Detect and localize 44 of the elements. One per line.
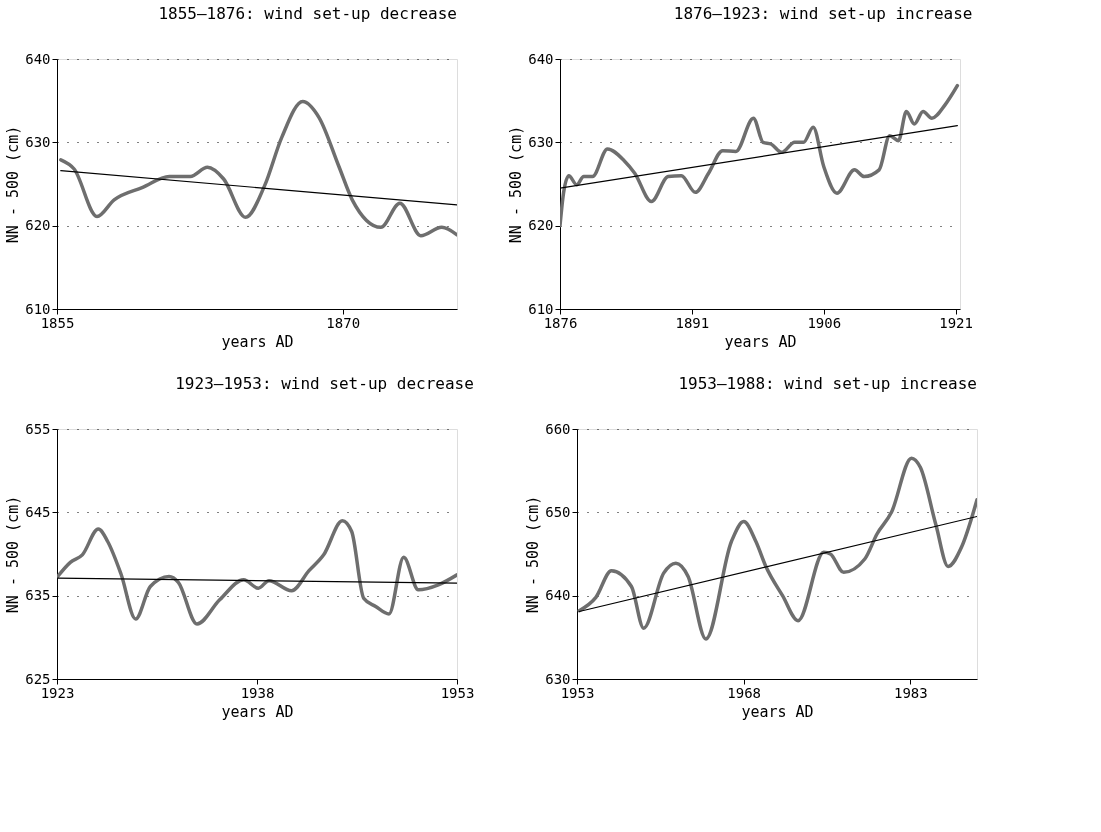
x-axis-title: years AD [221,702,294,721]
y-axis-title: NN - 500 (cm) [524,495,543,614]
chart-title: 1953–1988: wind set-up increase [678,374,977,393]
x-tick-label: 1921 [939,314,973,331]
y-tick-label: 630 [25,133,51,150]
x-tick-label: 1876 [543,314,578,331]
line-series [560,83,960,228]
x-tick-label: 1938 [240,684,275,701]
y-tick-label: 640 [528,50,554,67]
x-tick-label: 1968 [727,684,762,701]
x-axis-title: years AD [741,702,814,721]
y-axis-title: NN - 500 (cm) [4,125,23,244]
y-tick-label: 610 [25,300,51,317]
chart-title: 1876–1923: wind set-up increase [673,4,973,23]
y-tick-label: 620 [25,217,51,234]
x-tick-label: 1983 [893,684,928,701]
x-tick-label: 1906 [807,314,842,331]
x-tick-label: 1953 [440,684,475,701]
y-tick-label: 650 [545,503,571,520]
line-series [577,456,977,641]
y-tick-label: 635 [25,587,51,604]
x-tick-label: 1855 [40,314,75,331]
x-tick-label: 1870 [326,314,361,331]
chart-title: 1923–1953: wind set-up decrease [175,374,474,393]
x-tick-label: 1923 [40,684,75,701]
y-tick-label: 640 [25,50,51,67]
line-series [59,99,457,238]
y-axis-title: NN - 500 (cm) [4,495,23,614]
x-axis-title: years AD [724,332,797,351]
x-tick-label: 1953 [560,684,595,701]
chart-title: 1855–1876: wind set-up decrease [158,4,457,23]
x-tick-label: 1891 [675,314,710,331]
y-tick-label: 645 [25,503,51,520]
y-tick-label: 620 [528,217,554,234]
y-tick-label: 610 [528,300,554,317]
y-tick-label: 630 [545,670,571,687]
y-tick-label: 640 [545,587,571,604]
y-tick-label: 625 [25,670,51,687]
y-tick-label: 655 [25,420,51,437]
line-series [57,518,457,626]
y-axis-title: NN - 500 (cm) [507,125,526,244]
x-axis-title: years AD [221,332,294,351]
y-tick-label: 630 [528,133,554,150]
y-tick-label: 660 [545,420,571,437]
